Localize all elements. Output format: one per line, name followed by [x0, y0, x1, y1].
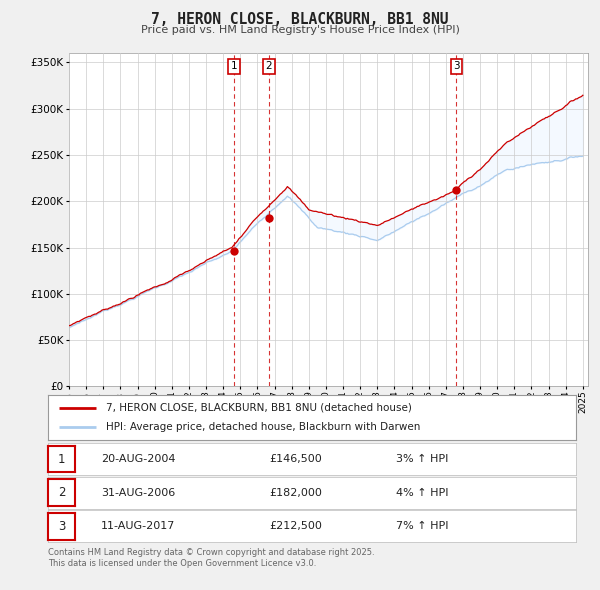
Text: 7, HERON CLOSE, BLACKBURN, BB1 8NU (detached house): 7, HERON CLOSE, BLACKBURN, BB1 8NU (deta…	[106, 403, 412, 412]
Text: 3: 3	[453, 61, 460, 71]
Text: 3% ↑ HPI: 3% ↑ HPI	[397, 454, 449, 464]
Text: 20-AUG-2004: 20-AUG-2004	[101, 454, 175, 464]
Text: Contains HM Land Registry data © Crown copyright and database right 2025.
This d: Contains HM Land Registry data © Crown c…	[48, 548, 374, 568]
Text: Price paid vs. HM Land Registry's House Price Index (HPI): Price paid vs. HM Land Registry's House …	[140, 25, 460, 35]
Text: 11-AUG-2017: 11-AUG-2017	[101, 522, 175, 531]
Text: 7, HERON CLOSE, BLACKBURN, BB1 8NU: 7, HERON CLOSE, BLACKBURN, BB1 8NU	[151, 12, 449, 27]
Text: 7% ↑ HPI: 7% ↑ HPI	[397, 522, 449, 531]
Text: £182,000: £182,000	[270, 488, 323, 497]
Text: 4% ↑ HPI: 4% ↑ HPI	[397, 488, 449, 497]
Text: £212,500: £212,500	[270, 522, 323, 531]
Text: 3: 3	[58, 520, 65, 533]
Text: HPI: Average price, detached house, Blackburn with Darwen: HPI: Average price, detached house, Blac…	[106, 422, 421, 432]
Text: 2: 2	[58, 486, 65, 499]
Text: 2: 2	[266, 61, 272, 71]
Text: 1: 1	[231, 61, 238, 71]
Text: 1: 1	[58, 453, 65, 466]
Text: £146,500: £146,500	[270, 454, 323, 464]
Text: 31-AUG-2006: 31-AUG-2006	[101, 488, 175, 497]
